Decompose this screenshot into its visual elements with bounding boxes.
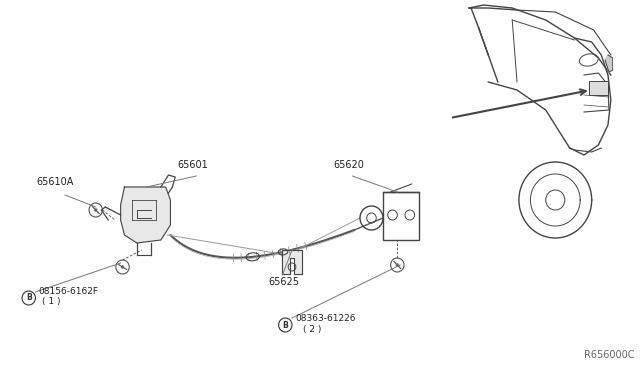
FancyBboxPatch shape	[589, 81, 608, 95]
Text: 08156-6162F: 08156-6162F	[38, 287, 99, 296]
Text: 65625: 65625	[268, 277, 299, 287]
Text: ( 2 ): ( 2 )	[303, 325, 321, 334]
Polygon shape	[120, 187, 170, 243]
Text: R656000C: R656000C	[584, 350, 634, 360]
Text: B: B	[26, 294, 31, 302]
Polygon shape	[282, 250, 301, 274]
Text: 65620: 65620	[333, 160, 364, 170]
Text: ( 1 ): ( 1 )	[42, 297, 61, 306]
Polygon shape	[605, 55, 612, 72]
Text: B: B	[282, 321, 288, 330]
Text: 08363-61226: 08363-61226	[295, 314, 355, 323]
Text: 65610A: 65610A	[36, 177, 74, 187]
Text: 65601: 65601	[177, 160, 208, 170]
